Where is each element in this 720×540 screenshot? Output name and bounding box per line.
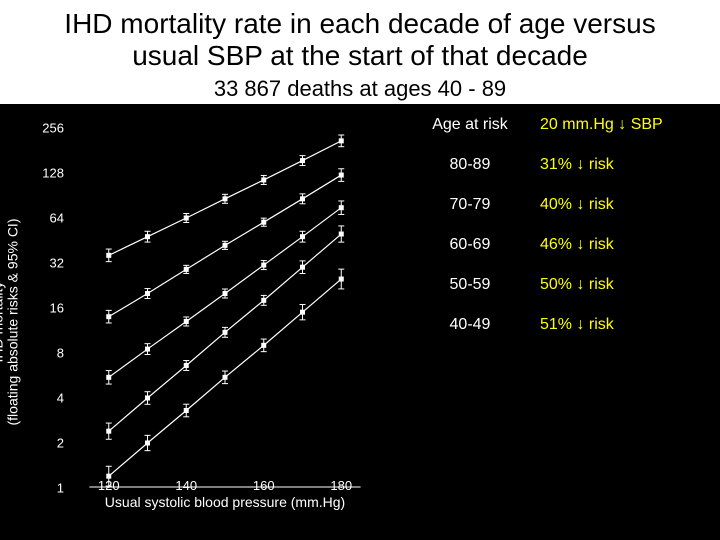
- legend-risk: 40% ↓ risk: [540, 196, 710, 214]
- chart-svg: [70, 128, 380, 488]
- legend-row: 40-4951% ↓ risk: [400, 316, 710, 334]
- legend-risk: 46% ↓ risk: [540, 236, 710, 254]
- x-tick: 160: [253, 478, 275, 493]
- legend-age: 60-69: [400, 236, 540, 254]
- legend-risk: 51% ↓ risk: [540, 316, 710, 334]
- legend-row: 60-6946% ↓ risk: [400, 236, 710, 254]
- x-tick: 140: [175, 478, 197, 493]
- legend-age: 80-89: [400, 156, 540, 174]
- x-tick-labels: 120 140 160 180: [70, 478, 380, 494]
- legend-age: 50-59: [400, 276, 540, 294]
- y-tick: 32: [50, 256, 64, 271]
- legend-row: 50-5950% ↓ risk: [400, 276, 710, 294]
- y-tick: 16: [50, 301, 64, 316]
- y-tick: 1: [57, 481, 64, 496]
- y-tick: 64: [50, 211, 64, 226]
- legend-age: 70-79: [400, 196, 540, 214]
- legend-table: Age at risk 20 mm.Hg ↓ SBP 80-8931% ↓ ri…: [400, 116, 710, 334]
- x-tick: 180: [330, 478, 352, 493]
- chart-area: IHD mortality (floating absolute risks &…: [0, 104, 720, 540]
- y-tick: 4: [57, 391, 64, 406]
- y-tick-labels: 1248163264128256: [0, 128, 66, 488]
- legend-age: 40-49: [400, 316, 540, 334]
- x-tick: 120: [98, 478, 120, 493]
- y-tick: 8: [57, 346, 64, 361]
- slide-subtitle: 33 867 deaths at ages 40 - 89: [0, 76, 720, 102]
- legend-header-age: Age at risk: [400, 116, 540, 134]
- legend-row: 80-8931% ↓ risk: [400, 156, 710, 174]
- legend-header-sbp: 20 mm.Hg ↓ SBP: [540, 116, 710, 134]
- legend-risk: 50% ↓ risk: [540, 276, 710, 294]
- legend-row: 70-7940% ↓ risk: [400, 196, 710, 214]
- y-tick: 128: [42, 166, 64, 181]
- legend-risk: 31% ↓ risk: [540, 156, 710, 174]
- x-axis-label: Usual systolic blood pressure (mm.Hg): [70, 494, 380, 510]
- y-tick: 256: [42, 121, 64, 136]
- y-tick: 2: [57, 436, 64, 451]
- slide-title: IHD mortality rate in each decade of age…: [0, 0, 720, 72]
